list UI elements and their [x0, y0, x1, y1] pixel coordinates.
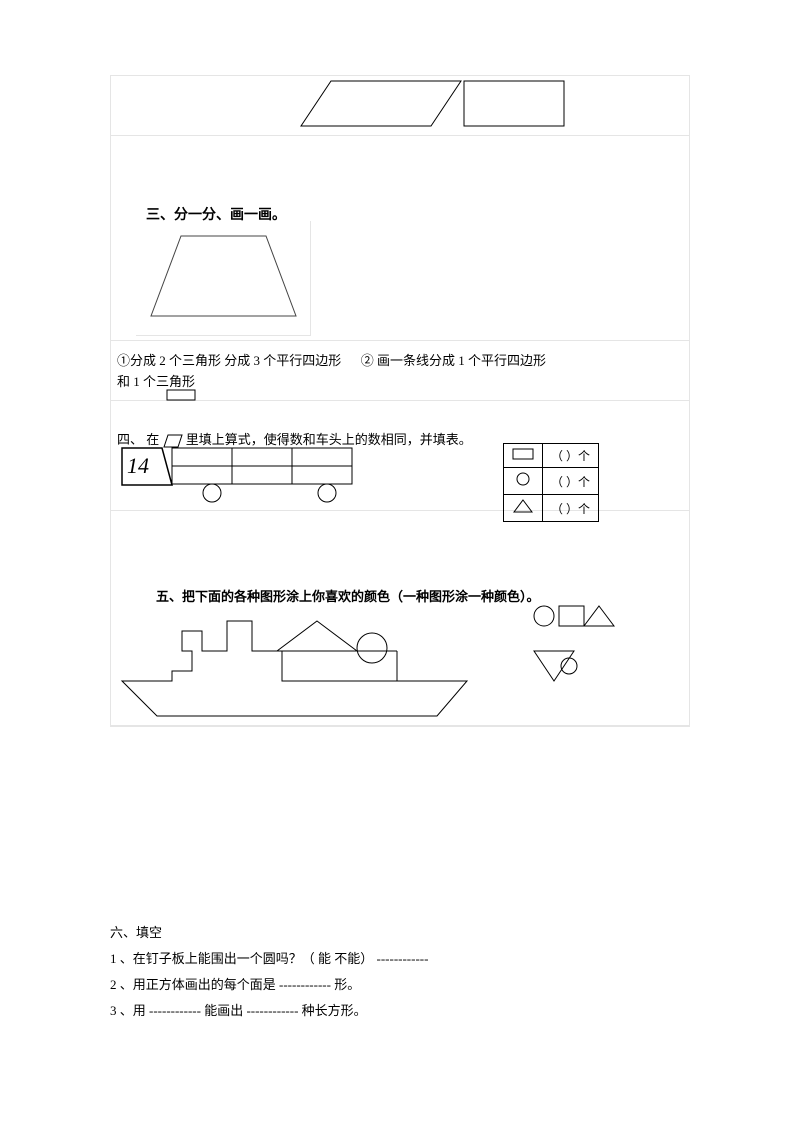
truck-figure: 14	[117, 443, 377, 508]
small-rectangle-icon	[166, 389, 196, 401]
rect-cell	[503, 444, 542, 468]
circle-cell	[503, 468, 542, 495]
parallelogram-rect-shapes	[111, 76, 691, 136]
option-2-text: ② 画一条线分成 1 个平行四边形	[361, 353, 546, 368]
section-5: 五、把下面的各种图形涂上你喜欢的颜色（一种图形涂一种颜色）。	[111, 511, 689, 726]
section-5-heading: 五、把下面的各种图形涂上你喜欢的颜色（一种图形涂一种颜色）。	[156, 586, 540, 605]
boat-figure	[117, 606, 497, 731]
q6-1: 1 、在钉子板上能围出一个圆吗？（ 能 不能） ------------	[110, 946, 690, 972]
legend-shapes	[529, 601, 629, 696]
trapezoid-figure	[136, 221, 311, 336]
top-shapes-row	[111, 76, 689, 136]
q6-2: 2 、用正方体画出的每个面是 ------------ 形。	[110, 972, 690, 998]
option-1-text: ①分成 2 个三角形 分成 3 个平行四边形	[117, 353, 341, 368]
q6-3: 3 、用 ------------ 能画出 ------------ 种长方形。	[110, 998, 690, 1024]
count-cell: （ ）个	[542, 468, 598, 495]
worksheet-page: 三、分一分、画一画。 ①分成 2 个三角形 分成 3 个平行四边形 ② 画一条线…	[110, 75, 690, 727]
option-2-cont: 和 1 个三角形	[117, 374, 195, 389]
section-6-heading: 六、填空	[110, 920, 690, 946]
table-row: （ ）个	[503, 444, 598, 468]
table-row: （ ）个	[503, 468, 598, 495]
section-3-options: ①分成 2 个三角形 分成 3 个平行四边形 ② 画一条线分成 1 个平行四边形…	[111, 341, 689, 401]
section-3: 三、分一分、画一画。	[111, 136, 689, 341]
section-6: 六、填空 1 、在钉子板上能围出一个圆吗？（ 能 不能） -----------…	[110, 920, 690, 1024]
section-4: 四、 在 里填上算式，使得数和车头上的数相同，并填表。 14	[111, 401, 689, 511]
truck-number-label: 14	[127, 453, 149, 478]
count-cell: （ ）个	[542, 444, 598, 468]
